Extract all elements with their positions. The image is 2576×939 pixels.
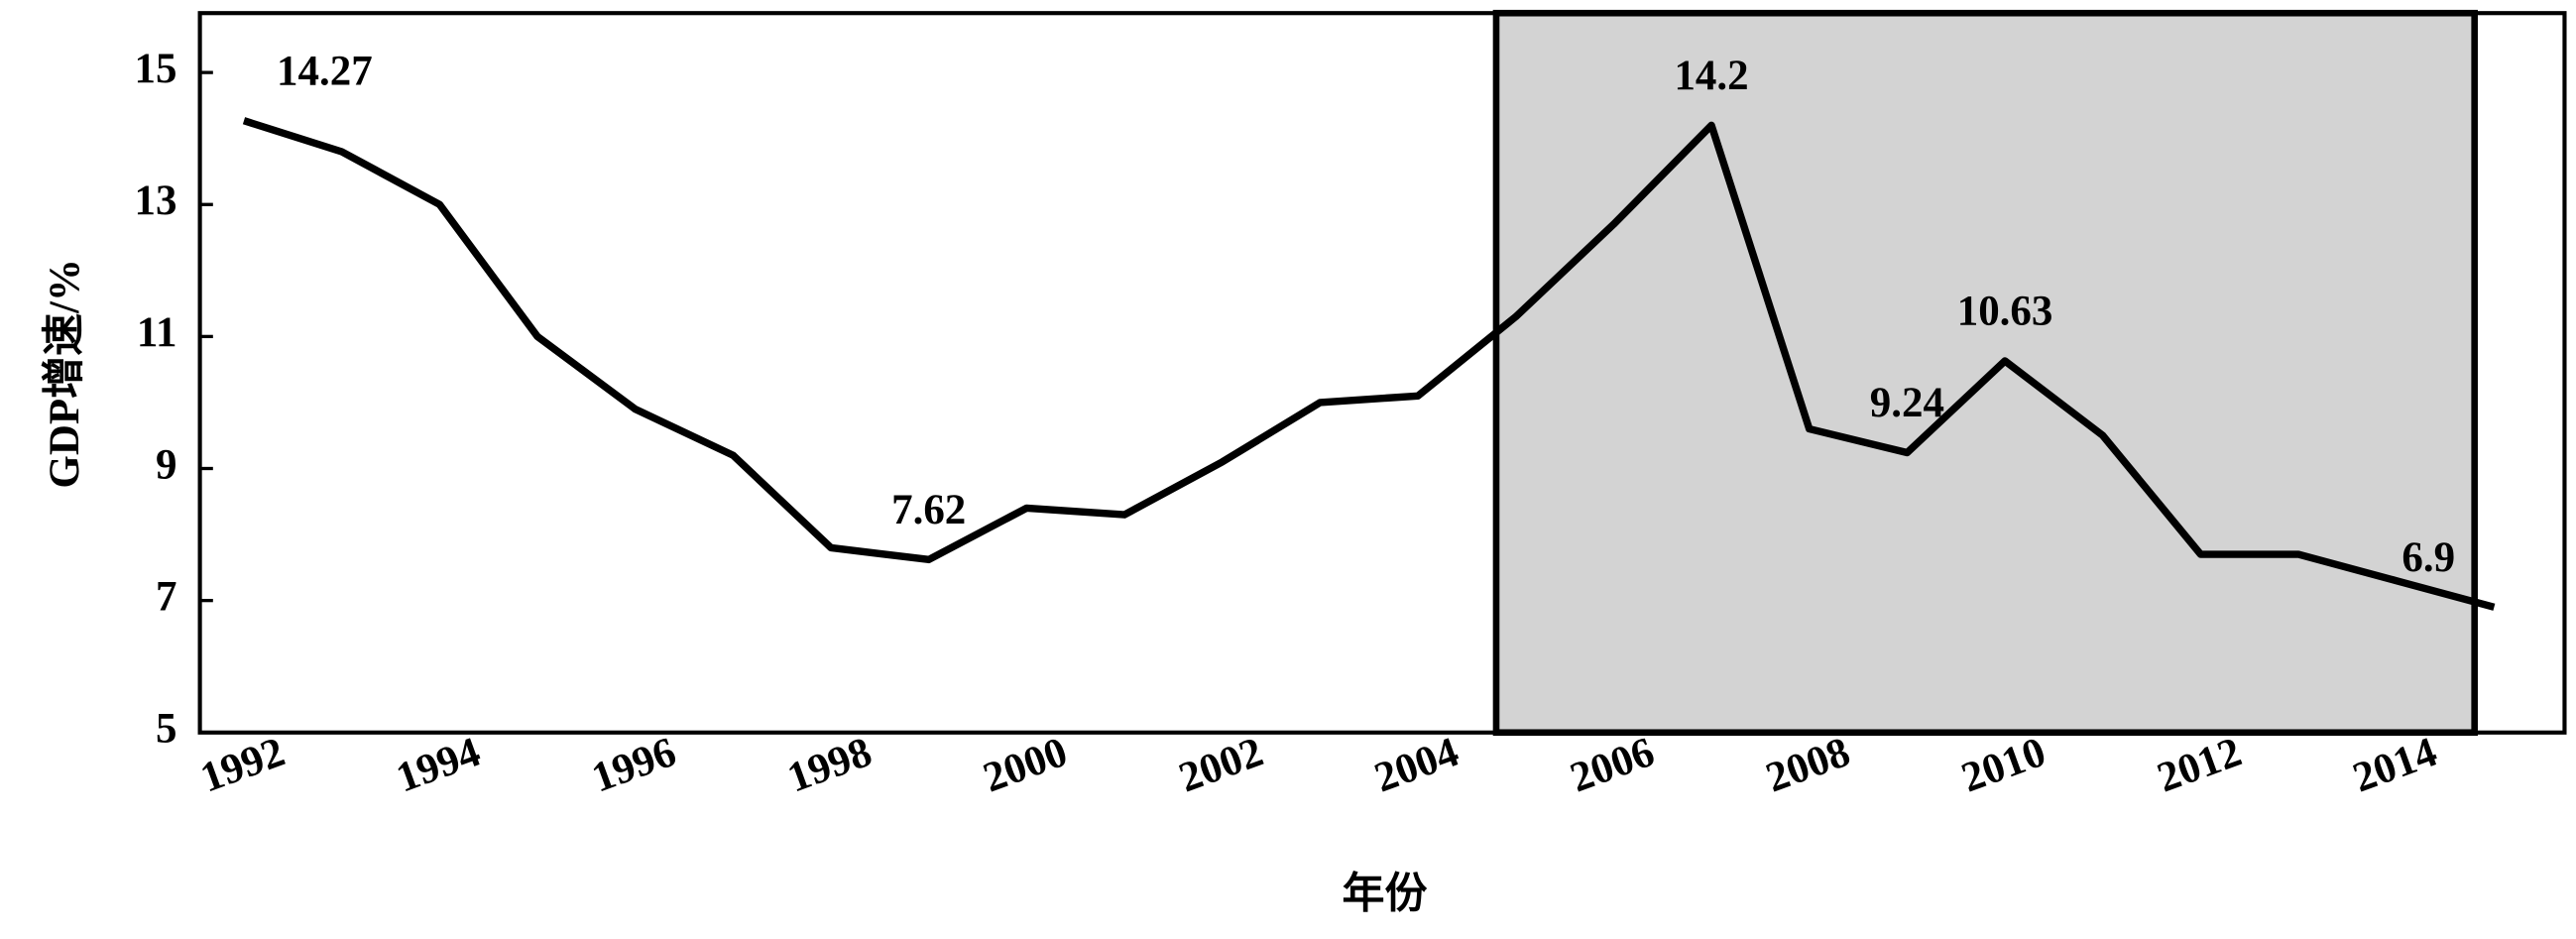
x-tick-label: 2010 xyxy=(1955,729,2051,802)
data-label: 6.9 xyxy=(2401,534,2455,581)
x-tick-label: 2002 xyxy=(1173,729,1269,802)
data-line xyxy=(242,117,2496,611)
y-axis-label: GDP增速/% xyxy=(41,259,88,489)
highlight-region xyxy=(1492,9,2478,737)
y-tick-label: 11 xyxy=(137,309,177,356)
x-tick-label: 2012 xyxy=(2152,729,2248,802)
data-label: 9.24 xyxy=(1870,380,1944,426)
x-tick-label: 1998 xyxy=(781,729,878,802)
x-tick-label: 2004 xyxy=(1368,729,1464,802)
x-axis-label: 年份 xyxy=(1343,871,1428,918)
data-label: 7.62 xyxy=(891,487,966,533)
y-tick-label: 5 xyxy=(156,706,176,753)
x-tick-label: 2014 xyxy=(2347,729,2443,802)
x-tick-label: 1992 xyxy=(194,729,291,802)
y-tick-label: 15 xyxy=(134,46,176,92)
x-tick-label: 2006 xyxy=(1565,729,1661,802)
data-label: 10.63 xyxy=(1957,289,2053,335)
y-tick-label: 13 xyxy=(134,177,176,224)
y-tick-label: 9 xyxy=(156,441,176,488)
x-tick-label: 2008 xyxy=(1760,729,1856,802)
plot-frame xyxy=(197,11,2567,735)
x-tick-label: 1996 xyxy=(586,729,682,802)
data-label: 14.2 xyxy=(1674,53,1748,99)
data-label: 14.27 xyxy=(277,48,373,94)
x-tick-label: 2000 xyxy=(978,729,1074,802)
x-tick-label: 1994 xyxy=(391,729,487,802)
y-tick-label: 7 xyxy=(156,573,176,620)
